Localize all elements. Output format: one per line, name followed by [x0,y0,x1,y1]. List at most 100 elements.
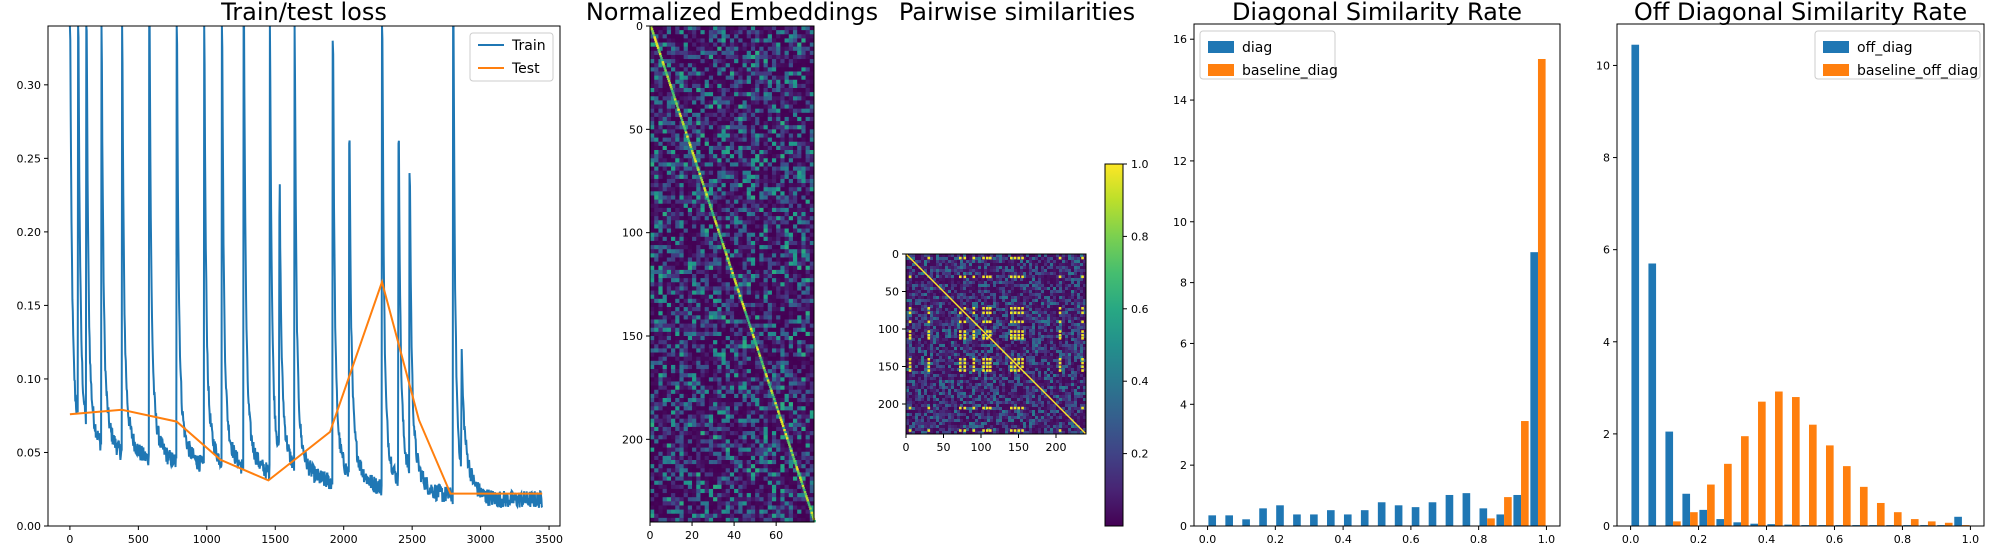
heatmap-cell [717,199,722,205]
heatmap-cell [755,290,760,295]
heatmap-cell [671,79,676,85]
heatmap-cell [679,344,684,349]
heatmap-cell [683,42,689,47]
heatmap-cell [704,311,710,316]
heatmap-cell [658,356,663,362]
heatmap-cell [755,108,760,114]
heatmap-cell [771,431,777,436]
heatmap-cell [671,100,676,105]
heatmap-cell [700,232,705,238]
heatmap-cell [717,398,722,403]
heatmap-cell [662,104,668,109]
heatmap-cell [776,315,781,320]
heatmap-cell [784,385,790,391]
heatmap-cell [750,443,756,448]
heatmap-cell [717,63,722,68]
heatmap-cell [700,381,705,386]
heatmap-cell [658,59,663,64]
heatmap-cell [675,497,680,502]
heatmap-cell [679,340,684,345]
heatmap-cell [776,439,781,444]
heatmap-cell [708,451,714,457]
heatmap-cell [713,348,718,353]
heatmap-cell [792,100,798,105]
embeddings-xtick-label: 60 [769,529,783,542]
heatmap-cell [746,178,752,184]
heatmap-cell [721,278,726,283]
heatmap-diagonal-cell [652,32,655,35]
heatmap-cell [776,232,781,238]
heatmap-cell [679,232,684,238]
heatmap-cell [784,302,790,308]
heatmap-cell [700,265,705,271]
heatmap-cell [658,460,663,465]
heatmap-cell [683,245,689,250]
heatmap-cell [700,451,705,457]
heatmap-cell [687,253,693,258]
heatmap-cell [788,129,794,134]
heatmap-cell [729,278,735,283]
heatmap-cell [746,472,752,477]
heatmap-cell [662,129,668,134]
heatmap-cell [771,476,777,481]
heatmap-cell [687,282,693,287]
heatmap-cell [662,253,668,258]
heatmap-cell [784,410,790,415]
heatmap-cell [792,447,798,453]
heatmap-cell [687,302,693,308]
heatmap-cell [650,373,655,378]
heatmap-cell [683,451,689,457]
heatmap-cell [679,410,684,415]
heatmap-cell [650,183,655,188]
heatmap-cell [734,431,739,436]
heatmap-cell [755,426,760,432]
heatmap-cell [729,501,735,506]
heatmap-cell [662,38,668,43]
heatmap-cell [700,344,705,349]
heatmap-cell [696,422,701,428]
heatmap-cell [683,447,689,453]
heatmap-cell [801,178,806,184]
heatmap-cell [792,348,798,353]
heatmap-cell [717,319,722,324]
heatmap-cell [687,42,693,47]
heatmap-cell [713,137,718,143]
heatmap-cell [742,352,748,357]
heatmap-cell [679,356,684,362]
heatmap-cell [708,212,714,217]
heatmap-cell [776,203,781,209]
heatmap-cell [763,121,769,126]
heatmap-cell [771,59,777,64]
heatmap-cell [750,141,756,147]
heatmap-cell [780,439,785,444]
heatmap-cell [654,63,659,68]
heatmap-cell [776,340,781,345]
heatmap-cell [650,517,655,523]
heatmap-cell [759,468,764,473]
heatmap-cell [662,302,668,308]
heatmap-cell [725,96,731,101]
heatmap-cell [725,54,731,60]
heatmap-cell [696,178,701,184]
heatmap-cell [767,418,773,424]
heatmap-cell [666,203,672,209]
heatmap-cell [755,439,760,444]
heatmap-cell [742,385,748,391]
heatmap-cell [759,369,764,374]
heatmap-cell [755,133,760,138]
heatmap-cell [725,327,731,333]
heatmap-cell [776,257,781,262]
heatmap-cell [750,278,756,283]
heatmap-cell [675,278,680,283]
heatmap-cell [654,187,659,192]
heatmap-cell [763,170,769,176]
heatmap-cell [776,59,781,64]
heatmap-cell [792,435,798,440]
heatmap-cell [742,96,748,101]
heatmap-cell [717,381,722,386]
heatmap-cell [658,121,663,126]
heatmap-cell [797,79,802,85]
heatmap-cell [788,302,794,308]
heatmap-cell [797,460,802,465]
heatmap-cell [721,274,726,279]
